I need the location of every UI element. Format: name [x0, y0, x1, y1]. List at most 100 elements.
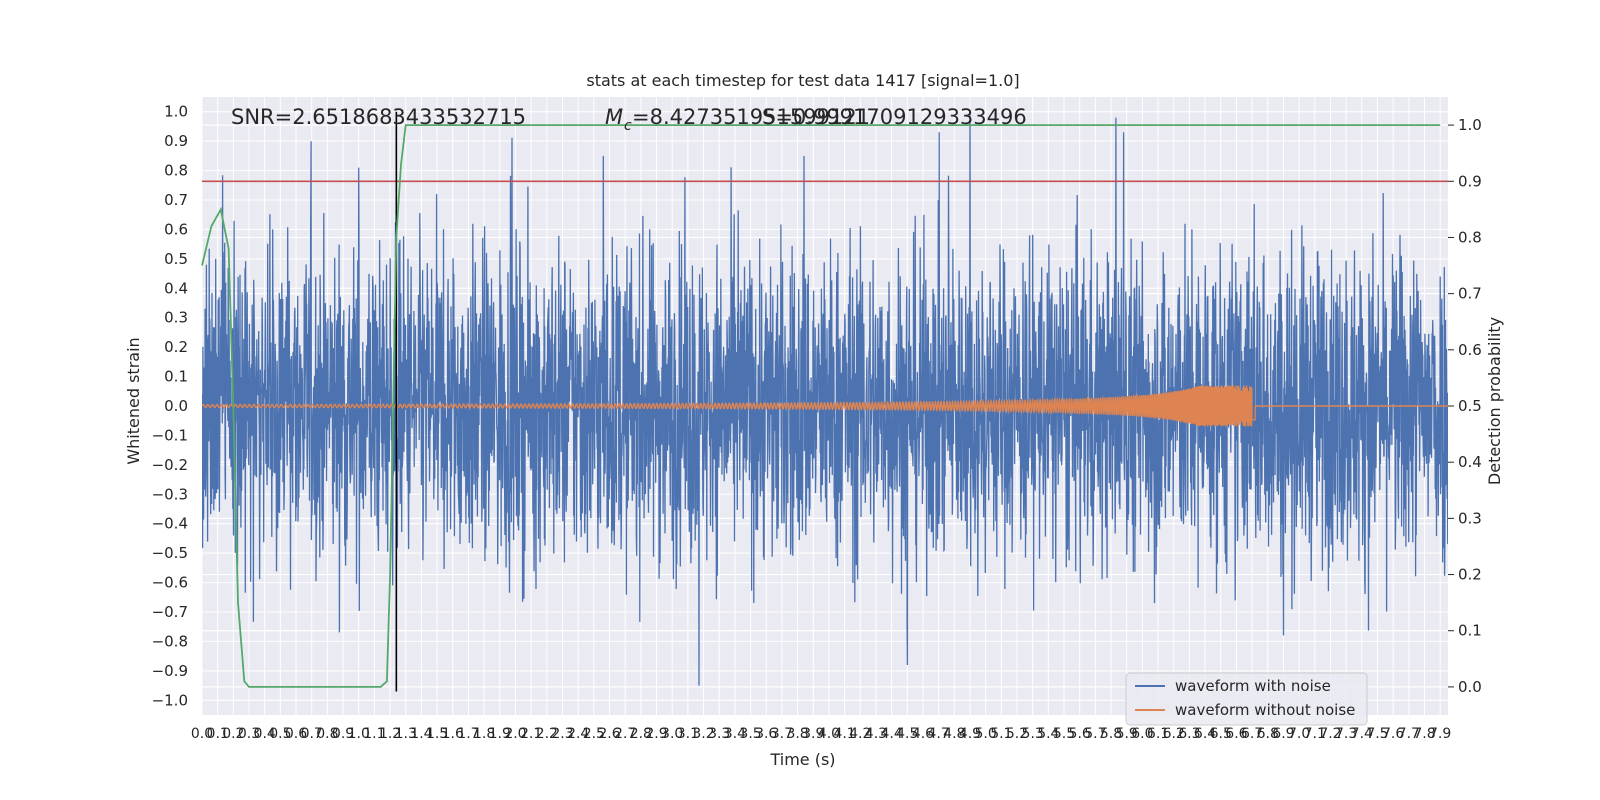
x-tick-label: 4.7 — [927, 726, 949, 742]
y-tick-label: −0.6 — [152, 574, 188, 592]
x-axis-ticks: 0.00.10.20.30.40.50.60.70.80.91.01.11.21… — [191, 726, 1451, 742]
x-tick-label: 1.5 — [426, 726, 448, 742]
x-tick-label: 0.9 — [332, 726, 354, 742]
x-tick-label: 3.1 — [677, 726, 699, 742]
x-tick-label: 7.8 — [1413, 726, 1435, 742]
y2-axis-ticks: 1.0 0.9 0.8 0.7 0.6 0.5 0.4 0.3 0.2 0.1 0.0 — [1448, 116, 1482, 696]
x-tick-label: 4.8 — [943, 726, 965, 742]
overlay-lines — [201, 111, 1448, 692]
y-tick-label: 0.5 — [164, 250, 188, 268]
y-tick-label: 0.7 — [164, 191, 188, 209]
x-tick-label: 3.3 — [708, 726, 730, 742]
x-tick-label: 6.4 — [1194, 726, 1216, 742]
y-tick-label: −0.1 — [152, 426, 188, 444]
x-tick-label: 2.3 — [551, 726, 573, 742]
x-tick-label: 1.4 — [410, 726, 432, 742]
x-tick-label: 1.1 — [363, 726, 385, 742]
x-tick-label: 2.0 — [504, 726, 526, 742]
x-tick-label: 0.5 — [269, 726, 291, 742]
x-tick-label: 5.7 — [1084, 726, 1106, 742]
x-tick-label: 7.4 — [1351, 726, 1373, 742]
y2-tick-label: 0.7 — [1458, 285, 1482, 303]
y2-tick-label: 0.9 — [1458, 172, 1482, 190]
y2-axis-label: Detection probability — [1485, 317, 1504, 485]
x-tick-label: 4.0 — [818, 726, 840, 742]
legend: waveform with noise waveform without noi… — [1125, 672, 1368, 726]
noise-waveform-line — [202, 111, 1448, 686]
x-tick-label: 6.2 — [1163, 726, 1185, 742]
x-tick-label: 4.4 — [880, 726, 902, 742]
detection-probability-line — [201, 124, 1441, 688]
x-tick-label: 5.3 — [1022, 726, 1044, 742]
x-tick-label: 6.8 — [1257, 726, 1279, 742]
y-tick-label: −0.2 — [152, 456, 188, 474]
noisy-waveform-series — [202, 111, 1448, 686]
x-tick-label: 3.4 — [724, 726, 746, 742]
x-tick-label: 1.7 — [457, 726, 479, 742]
y-tick-label: −0.4 — [152, 515, 188, 533]
y-tick-label: −0.9 — [152, 662, 188, 680]
y2-tick-label: 0.3 — [1458, 509, 1482, 527]
x-tick-label: 4.3 — [865, 726, 887, 742]
chirp-mass-subscript: c — [624, 118, 632, 134]
y-axis-ticks: 1.0 0.9 0.8 0.7 0.6 0.5 0.4 0.3 0.2 0.1 0.0 −0.1 −0.… — [152, 103, 188, 710]
x-tick-label: 0.1 — [207, 726, 229, 742]
x-tick-label: 7.6 — [1382, 726, 1404, 742]
x-tick-label: 4.6 — [912, 726, 934, 742]
y-tick-label: −0.7 — [152, 603, 188, 621]
x-tick-label: 2.4 — [567, 726, 589, 742]
y-tick-label: 0.0 — [164, 397, 188, 415]
x-tick-label: 3.7 — [771, 726, 793, 742]
legend-box — [1125, 672, 1368, 726]
x-tick-label: 4.5 — [896, 726, 918, 742]
x-tick-label: 2.5 — [583, 726, 605, 742]
third-annotation: S=0.9991709129333496 — [762, 105, 1027, 129]
x-tick-label: 3.8 — [786, 726, 808, 742]
clean-waveform-line — [202, 385, 1448, 427]
x-tick-label: 0.6 — [285, 726, 307, 742]
x-tick-label: 3.0 — [661, 726, 683, 742]
x-tick-label: 0.4 — [254, 726, 276, 742]
x-tick-label: 4.9 — [959, 726, 981, 742]
y2-tick-label: 0.4 — [1458, 453, 1482, 471]
x-tick-label: 2.6 — [598, 726, 620, 742]
y2-tick-label: 0.1 — [1458, 622, 1482, 640]
x-tick-label: 6.3 — [1178, 726, 1200, 742]
x-tick-label: 3.9 — [802, 726, 824, 742]
chart-title: stats at each timestep for test data 141… — [586, 71, 1019, 90]
x-tick-label: 0.8 — [316, 726, 338, 742]
clean-waveform-series — [202, 385, 1448, 427]
y-tick-label: −0.8 — [152, 632, 188, 650]
y-tick-label: 0.4 — [164, 279, 188, 297]
x-tick-label: 7.9 — [1429, 726, 1451, 742]
y2-tick-label: 0.5 — [1458, 397, 1482, 415]
x-tick-label: 3.5 — [739, 726, 761, 742]
x-tick-label: 4.2 — [849, 726, 871, 742]
x-tick-label: 7.0 — [1288, 726, 1310, 742]
y2-tick-label: 1.0 — [1458, 116, 1482, 134]
chirp-mass-symbol: M — [605, 105, 623, 129]
x-tick-label: 1.2 — [379, 726, 401, 742]
x-tick-label: 0.0 — [191, 726, 213, 742]
y-tick-label: −0.5 — [152, 544, 188, 562]
x-tick-label: 6.5 — [1210, 726, 1232, 742]
y-tick-label: 0.8 — [164, 162, 188, 180]
x-tick-label: 2.1 — [520, 726, 542, 742]
y-tick-label: 0.9 — [164, 132, 188, 150]
y-tick-label: −1.0 — [152, 691, 188, 709]
x-tick-label: 7.3 — [1335, 726, 1357, 742]
y2-tick-label: 0.2 — [1458, 566, 1482, 584]
y-tick-label: 0.2 — [164, 338, 188, 356]
x-tick-label: 5.1 — [990, 726, 1012, 742]
x-tick-label: 5.9 — [1116, 726, 1138, 742]
x-axis-label: Time (s) — [769, 750, 835, 769]
x-tick-label: 6.0 — [1131, 726, 1153, 742]
y-tick-label: −0.3 — [152, 485, 188, 503]
x-tick-label: 0.3 — [238, 726, 260, 742]
x-tick-label: 0.7 — [301, 726, 323, 742]
x-tick-label: 3.6 — [755, 726, 777, 742]
x-tick-label: 1.8 — [473, 726, 495, 742]
y-axis-label: Whitened strain — [124, 337, 143, 464]
x-tick-label: 2.9 — [645, 726, 667, 742]
